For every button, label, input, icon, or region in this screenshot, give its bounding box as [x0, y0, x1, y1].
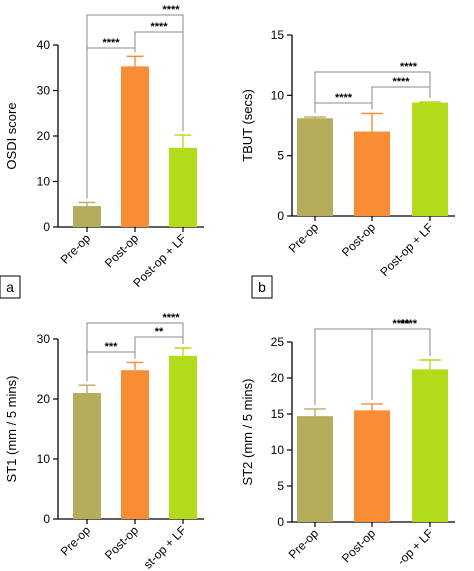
- x-category-label: Post-op + LF: [377, 220, 436, 279]
- y-tick-label: 20: [37, 129, 51, 143]
- significance-label: ****: [102, 37, 120, 49]
- y-tick-label: 0: [43, 220, 50, 234]
- x-category-label: Pre-op: [58, 231, 94, 267]
- significance-label: ****: [162, 4, 180, 16]
- bar--op-lf: [412, 369, 448, 522]
- y-axis-title: OSDI score: [4, 102, 19, 169]
- x-category-label: Pre-op: [286, 526, 322, 562]
- y-tick-label: 10: [271, 88, 285, 102]
- y-tick-label: 25: [271, 335, 285, 349]
- y-axis-title: TBUT (secs): [240, 89, 255, 162]
- significance-label: ****: [392, 318, 410, 330]
- x-category-label: Pre-op: [58, 523, 94, 559]
- significance-bracket: [314, 102, 373, 114]
- significance-label: ****: [400, 318, 418, 330]
- bar-post-op: [121, 370, 149, 519]
- bar-pre-op: [297, 416, 333, 522]
- y-tick-label: 20: [37, 392, 51, 406]
- bar-post-op: [354, 410, 390, 522]
- y-axis-title: ST1 (mm / 5 mins): [4, 376, 19, 483]
- bar-post-op-lf: [412, 102, 448, 216]
- significance-label: ****: [150, 21, 168, 33]
- bar-post-op: [354, 131, 390, 216]
- bar-post-op: [121, 66, 149, 227]
- y-tick-label: 10: [37, 175, 51, 189]
- significance-label: ****: [162, 312, 180, 324]
- y-tick-label: 0: [43, 512, 50, 526]
- y-tick-label: 5: [277, 479, 284, 493]
- y-tick-label: 20: [271, 371, 285, 385]
- y-tick-label: 15: [271, 28, 285, 42]
- x-category-label: Post-op: [102, 231, 141, 270]
- x-category-label: Pre-op: [286, 220, 322, 256]
- chart-panel-4: 0 5 10 15 20 25 ST2 (mm / 5 mins) Pre-op Post-op…: [240, 318, 455, 568]
- chart-panel-2: 0 5 10 15 TBUT (secs) Pre-op Post-op Post-op + …: [240, 28, 455, 299]
- significance-bracket: [371, 328, 431, 400]
- y-tick-label: 30: [37, 84, 51, 98]
- y-tick-label: 10: [37, 452, 51, 466]
- significance-bracket: [86, 322, 184, 382]
- bar-pre-op: [297, 118, 333, 216]
- chart-panel-3: 0 10 20 30 ST1 (mm / 5 mins) Pre-op Post-op st-…: [4, 312, 204, 571]
- x-category-label: -op + LF: [394, 526, 436, 568]
- significance-label: **: [155, 326, 164, 338]
- significance-bracket: [134, 336, 184, 359]
- significance-label: ****: [400, 61, 418, 73]
- panel-letter-box: [0, 275, 21, 299]
- bar-st-op-lf: [169, 355, 197, 519]
- y-tick-label: 0: [277, 515, 284, 529]
- significance-bracket: [134, 31, 184, 132]
- panel-letter-box: [251, 275, 273, 299]
- significance-bracket: [314, 71, 431, 114]
- y-tick-label: 30: [37, 332, 51, 346]
- y-tick-label: 5: [277, 149, 284, 163]
- x-category-label: st-op + LF: [141, 523, 189, 571]
- panel-letter: a: [6, 279, 14, 295]
- bar-pre-op: [73, 206, 101, 227]
- y-tick-label: 10: [271, 443, 285, 457]
- x-category-label: Post-op: [339, 220, 378, 259]
- x-category-label: Post-op: [102, 523, 141, 562]
- x-category-label: Post-op: [339, 526, 378, 565]
- y-tick-label: 40: [37, 38, 51, 52]
- panel-letter: b: [258, 279, 266, 295]
- significance-label: ****: [335, 92, 353, 104]
- significance-label: ***: [105, 341, 119, 353]
- significance-bracket: [371, 86, 431, 110]
- bar-pre-op: [73, 393, 101, 519]
- y-axis-title: ST2 (mm / 5 mins): [240, 379, 255, 486]
- y-tick-label: 0: [277, 209, 284, 223]
- y-tick-label: 15: [271, 407, 285, 421]
- bar-post-op-lf: [169, 147, 197, 227]
- significance-label: ****: [392, 76, 410, 88]
